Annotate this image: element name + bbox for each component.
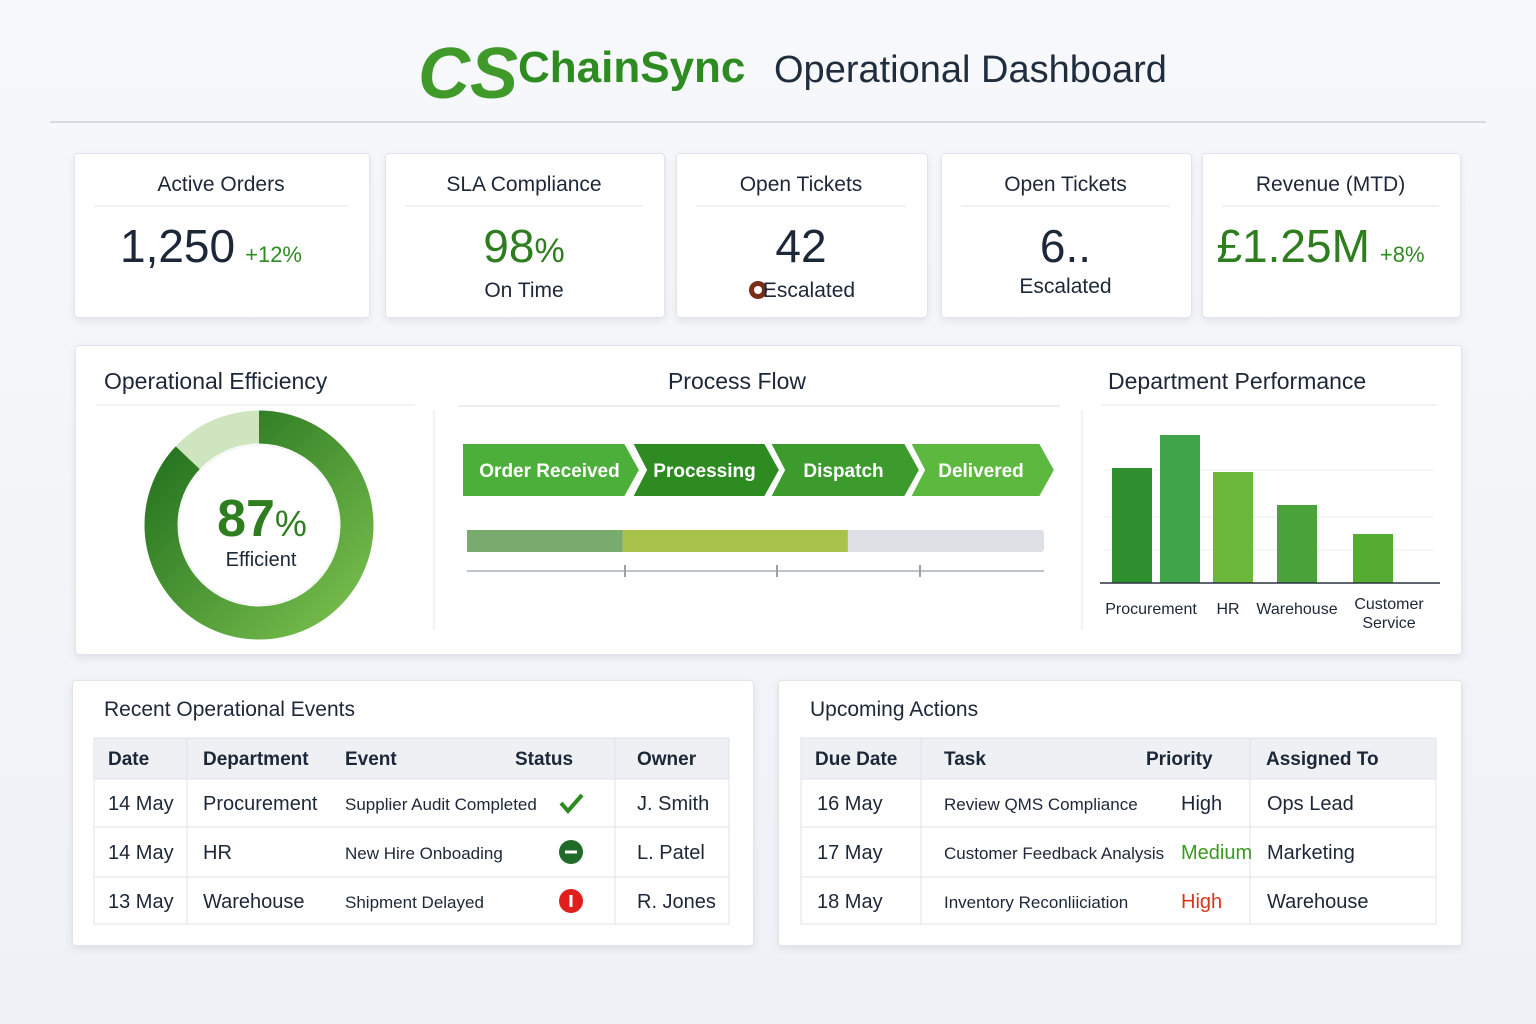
status-alert-bar (569, 895, 573, 907)
bar (1160, 435, 1200, 583)
flow-step (908, 442, 1057, 498)
brand: ChainSync (518, 43, 745, 92)
table-cell: R. Jones (637, 891, 716, 913)
x-tick-line: Service (1362, 615, 1415, 632)
table-title: Upcoming Actions (810, 698, 978, 721)
efficiency-value: 87% (217, 490, 307, 548)
kpi-value: 1,250 +12% (120, 220, 302, 272)
column-header: Department (203, 749, 309, 770)
table-cell: Procurement (203, 793, 318, 815)
table-cell: Review QMS Compliance (944, 795, 1138, 814)
bar (1353, 534, 1393, 583)
kpi-sub: On Time (484, 279, 563, 302)
efficiency-number: 87 (217, 490, 275, 548)
efficiency-unit: % (275, 503, 307, 544)
kpi-sub: Escalated (1019, 275, 1111, 298)
table-cell: Warehouse (1267, 891, 1369, 913)
flow-step-label: Delivered (938, 461, 1024, 482)
kpi-title: Revenue (MTD) (1256, 173, 1405, 196)
kpi-unit: % (534, 232, 564, 270)
table-cell: 18 May (817, 891, 883, 913)
kpi-value: £1.25M +8% (1216, 220, 1424, 272)
donut-arc (144, 410, 374, 640)
table-cell: High (1181, 891, 1222, 913)
flow-step (461, 442, 642, 498)
table-cell: 14 May (108, 793, 174, 815)
x-tick-line: Customer (1354, 596, 1424, 613)
table-cell: Ops Lead (1267, 793, 1354, 815)
table-cell: Customer Feedback Analysis (944, 844, 1164, 863)
x-tick-label: HR (1216, 601, 1239, 618)
column-header: Due Date (815, 749, 897, 770)
efficiency-label: Efficient (226, 549, 297, 571)
flow-step-label: Order Received (479, 461, 619, 482)
kpi-value-text: 1,250 (120, 220, 235, 272)
table-cell: High (1181, 793, 1222, 815)
column-header: Assigned To (1266, 749, 1379, 770)
table-cell: Warehouse (203, 891, 305, 913)
column-header: Priority (1146, 749, 1213, 770)
progress-segment (467, 530, 623, 552)
bar (1277, 505, 1317, 583)
kpi-value: 42 (775, 220, 826, 272)
x-tick-label: Procurement (1105, 601, 1197, 618)
kpi-value: 6.. (1040, 220, 1091, 272)
kpi-value-text: £1.25M (1216, 220, 1369, 272)
column-header: Status (515, 749, 573, 770)
column-header: Task (944, 749, 986, 770)
section-title: Process Flow (668, 368, 806, 394)
table-cell: Shipment Delayed (345, 893, 484, 912)
column-header: Event (345, 749, 397, 770)
table-cell: J. Smith (637, 793, 709, 815)
kpi-change: +8% (1380, 242, 1425, 267)
progress-segment (622, 530, 848, 552)
table-cell: 16 May (817, 793, 883, 815)
donut-hole (178, 444, 340, 606)
table-cell: Medium (1181, 842, 1252, 864)
table-cell: 17 May (817, 842, 883, 864)
table-cell: 14 May (108, 842, 174, 864)
status-dot-core (754, 286, 762, 294)
bar (1213, 472, 1253, 583)
table-cell: Marketing (1267, 842, 1355, 864)
x-tick-label: Warehouse (1256, 601, 1337, 618)
status-pending-bar (565, 850, 577, 854)
table-cell: Supplier Audit Completed (345, 795, 537, 814)
bar (1112, 468, 1152, 583)
table-cell: L. Patel (637, 842, 705, 864)
kpi-title: Open Tickets (1004, 173, 1127, 196)
kpi-change: +12% (245, 242, 302, 267)
kpi-value: 98% (483, 220, 564, 272)
flow-step-label: Processing (653, 461, 755, 482)
page-title: Operational Dashboard (774, 49, 1167, 91)
table-cell: New Hire Onboading (345, 844, 503, 863)
chart-title: Department Performance (1108, 368, 1366, 394)
kpi-title: SLA Compliance (446, 173, 601, 196)
kpi-value-text: 42 (775, 220, 826, 272)
kpi-value-text: 6.. (1040, 220, 1091, 272)
flow-step-label: Dispatch (803, 461, 883, 482)
x-tick-label: Customer Service (1354, 596, 1424, 632)
section-title: Operational Efficiency (104, 368, 328, 394)
table-cell: 13 May (108, 891, 174, 913)
column-header: Date (108, 749, 149, 770)
column-header: Owner (637, 749, 697, 770)
table-cell: Inventory Reconliiciation (944, 893, 1128, 912)
table-title: Recent Operational Events (104, 698, 355, 721)
table-header (800, 737, 1437, 780)
status-done (559, 793, 584, 815)
kpi-title: Active Orders (157, 173, 284, 196)
kpi-title: Open Tickets (740, 173, 863, 196)
flow-step (630, 442, 782, 498)
flow-step (768, 442, 922, 498)
logo: CS (418, 34, 518, 114)
kpi-sub: Escalated (763, 279, 855, 302)
table-cell: HR (203, 842, 232, 864)
table-header (93, 737, 730, 780)
kpi-value-text: 98 (483, 220, 534, 272)
